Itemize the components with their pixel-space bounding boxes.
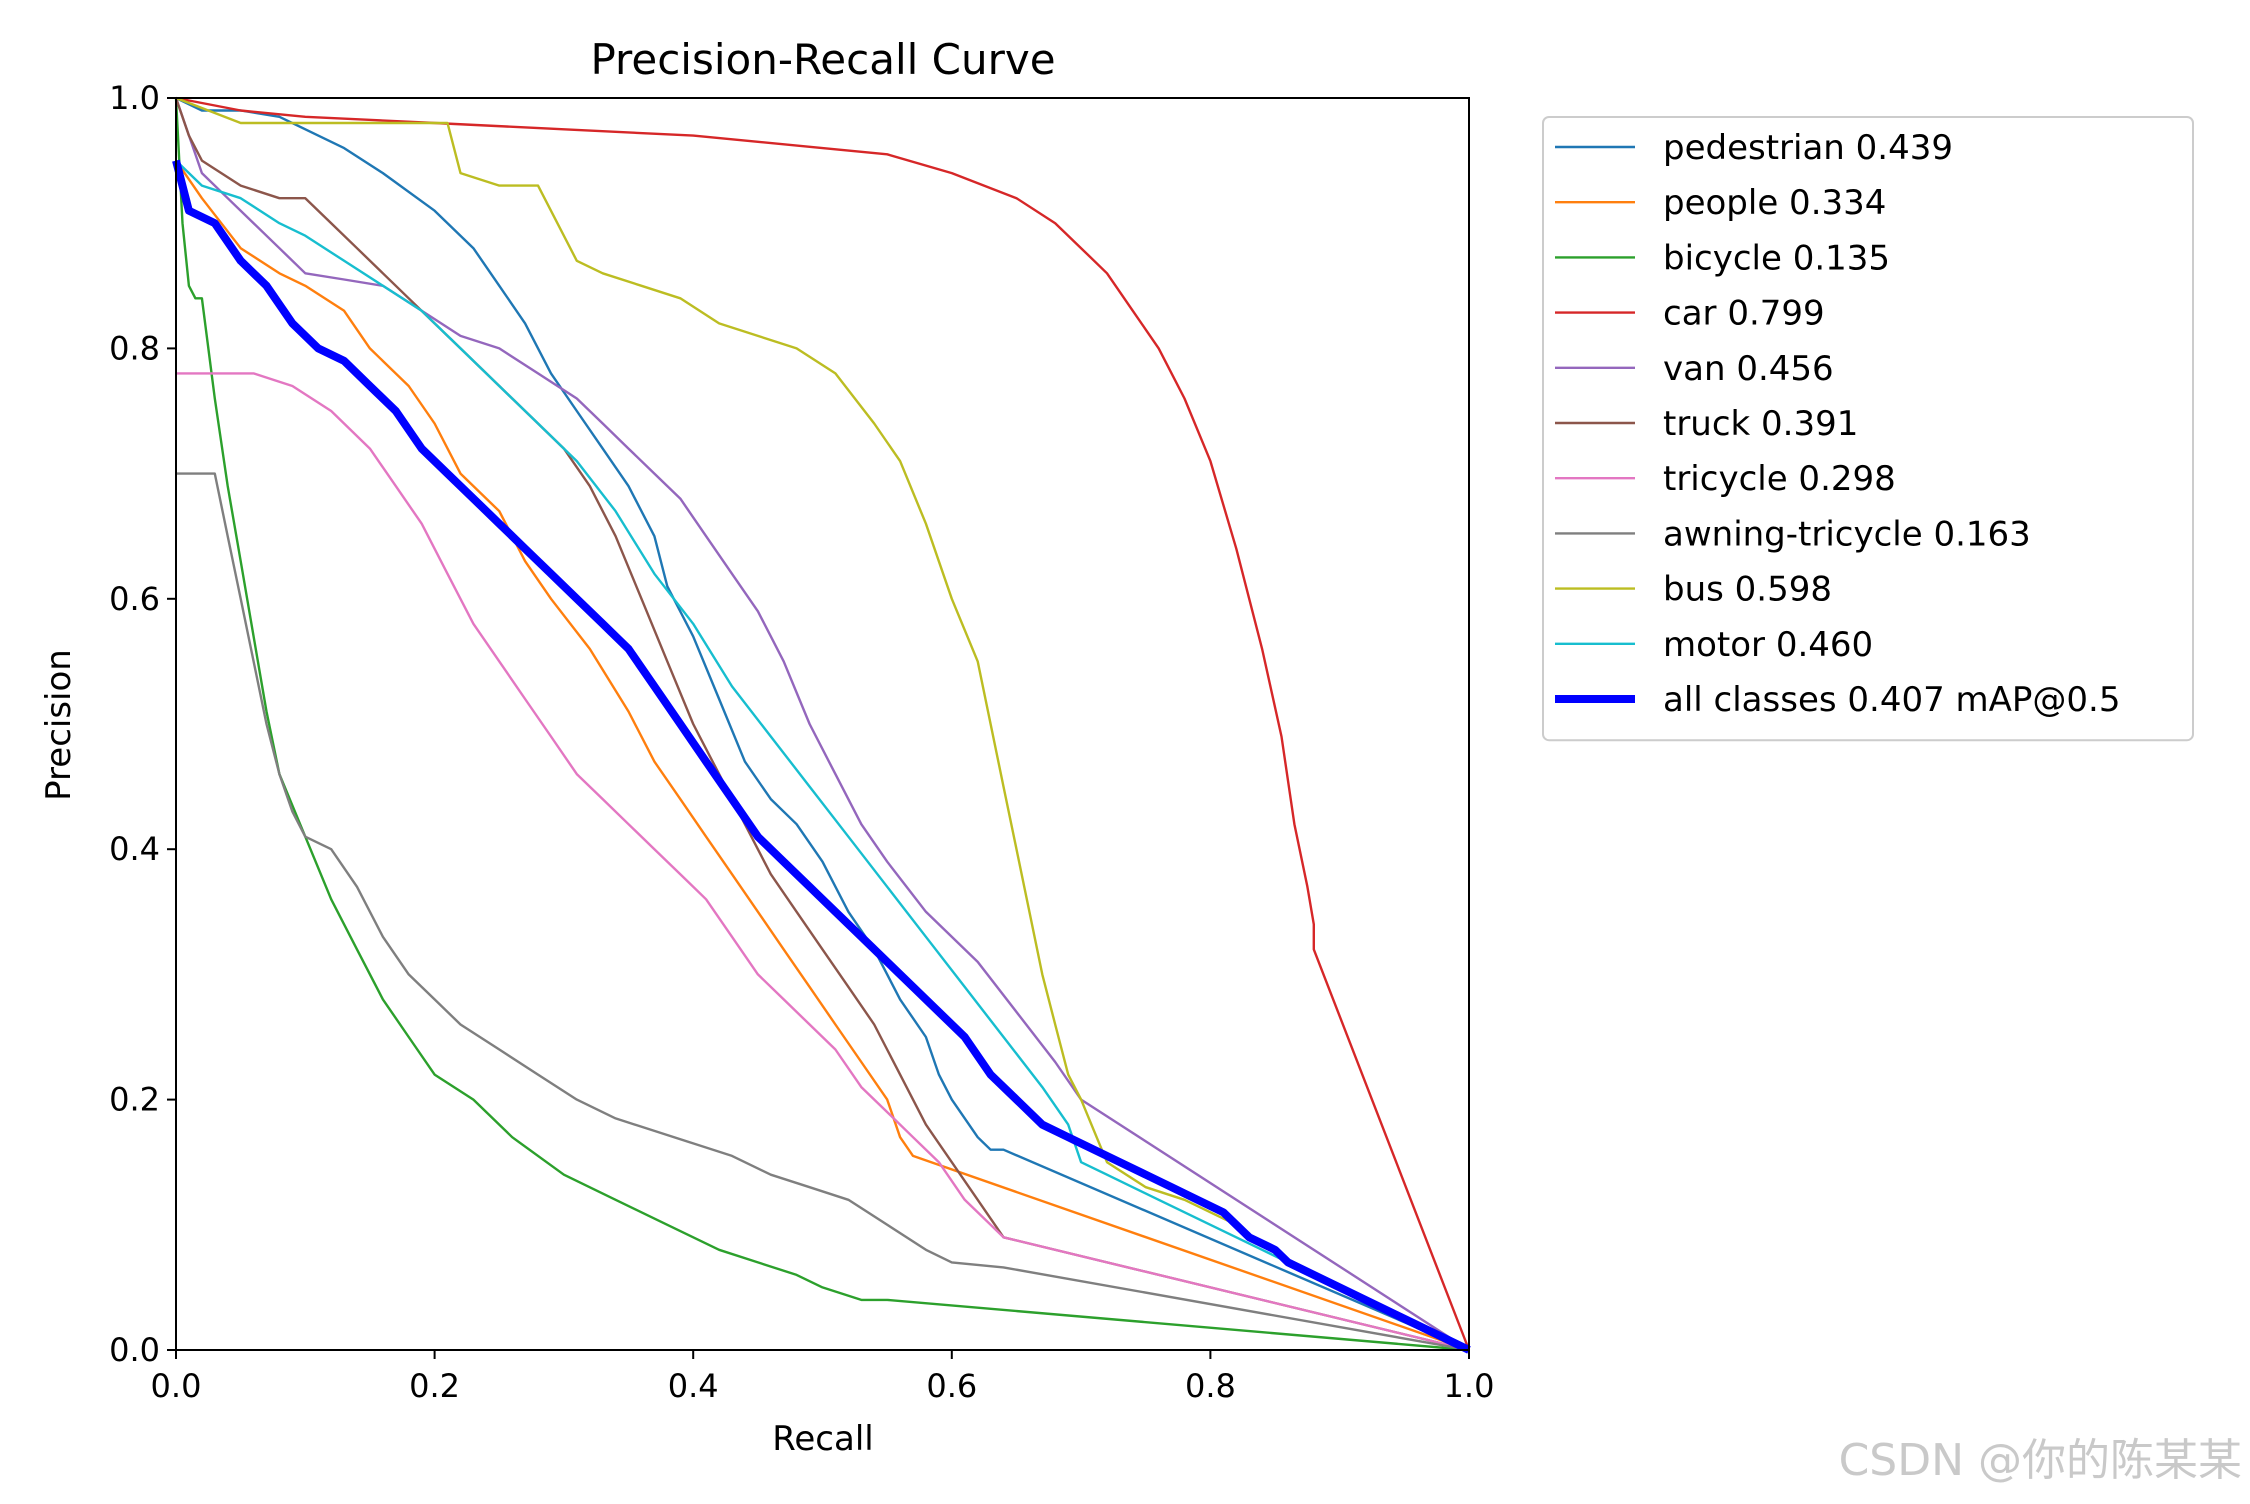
x-tick-label-0: 0.0 [151, 1367, 202, 1405]
y-tick-label-0: 0.0 [109, 1331, 160, 1369]
legend-label-5: truck 0.391 [1663, 404, 1858, 444]
x-tick-label-2: 0.4 [668, 1367, 719, 1405]
legend: pedestrian 0.439 people 0.334 bicycle 0.13… [1542, 116, 2194, 742]
y-tick-label-4: 0.8 [109, 329, 160, 367]
legend-label-3: car 0.799 [1663, 294, 1825, 334]
legend-label-10: all classes 0.407 mAP@0.5 [1663, 680, 2120, 720]
y-tick-label-5: 1.0 [109, 79, 160, 117]
legend-label-1: people 0.334 [1663, 183, 1886, 223]
x-tick-label-4: 0.8 [1185, 1367, 1236, 1405]
series-line-9 [175, 159, 1470, 1352]
legend-label-8: bus 0.598 [1663, 570, 1832, 610]
series-line-10 [172, 159, 1471, 1354]
series-line-1 [175, 159, 1470, 1352]
legend-label-9: motor 0.460 [1663, 625, 1873, 665]
series-line-0 [175, 96, 1470, 1352]
legend-box [1542, 116, 2194, 742]
chart-title: Precision-Recall Curve [590, 35, 1055, 84]
legend-label-2: bicycle 0.135 [1663, 238, 1890, 278]
series-line-8 [175, 96, 1470, 1352]
y-tick-label-2: 0.4 [109, 830, 160, 868]
y-axis-label: Precision [39, 649, 79, 801]
series-line-6 [176, 372, 1470, 1352]
series-line-4 [174, 97, 1470, 1352]
x-tick-label-1: 0.2 [409, 1367, 460, 1405]
series-line-7 [176, 472, 1470, 1352]
watermark: CSDN @你的陈某某 [1838, 1435, 2242, 1486]
x-axis-label: Recall [772, 1419, 873, 1459]
x-tick-label-5: 1.0 [1444, 1367, 1495, 1405]
y-tick-label-3: 0.6 [109, 580, 160, 618]
y-tick-label-1: 0.2 [109, 1081, 160, 1119]
x-tick-label-3: 0.6 [926, 1367, 977, 1405]
legend-label-6: tricycle 0.298 [1663, 459, 1896, 499]
legend-label-7: awning-tricycle 0.163 [1663, 514, 2031, 554]
legend-label-0: pedestrian 0.439 [1663, 128, 1953, 168]
legend-label-4: van 0.456 [1663, 349, 1834, 389]
series-line-5 [174, 97, 1470, 1352]
series-line-2 [174, 97, 1470, 1352]
series-layer [172, 96, 1471, 1354]
axes-layer: 0.0 0.2 0.4 0.6 0.8 1.0 0.0 0.2 0.4 0.6 0.8 1.0 [109, 79, 1494, 1405]
series-line-3 [175, 96, 1471, 1351]
plot-frame [175, 97, 1470, 1351]
